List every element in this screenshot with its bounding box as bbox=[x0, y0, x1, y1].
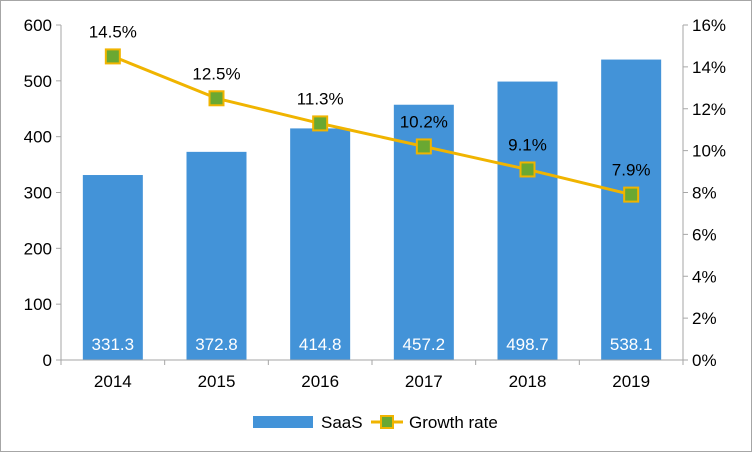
bar-saas-2019 bbox=[601, 59, 662, 361]
y-left-tick-label: 300 bbox=[24, 184, 52, 203]
growth-rate-value-label: 14.5% bbox=[89, 22, 137, 41]
growth-rate-value-label: 12.5% bbox=[192, 64, 240, 83]
growth-rate-marker-2015 bbox=[208, 90, 225, 107]
y-right-tick-label: 10% bbox=[692, 142, 726, 161]
y-right-tick-label: 0% bbox=[692, 351, 717, 370]
x-tick-label: 2015 bbox=[198, 372, 236, 391]
bar-value-label: 414.8 bbox=[299, 335, 342, 354]
bar-value-label: 538.1 bbox=[610, 335, 653, 354]
x-tick-label: 2018 bbox=[509, 372, 547, 391]
growth-rate-marker-2018 bbox=[519, 161, 536, 178]
x-tick-label: 2016 bbox=[301, 372, 339, 391]
y-right-tick-label: 12% bbox=[692, 100, 726, 119]
y-right-tick-label: 8% bbox=[692, 184, 717, 203]
y-right-tick-label: 4% bbox=[692, 267, 717, 286]
legend-label-growth-rate: Growth rate bbox=[409, 413, 498, 432]
bar-saas-2016 bbox=[290, 128, 351, 360]
growth-rate-value-label: 11.3% bbox=[297, 89, 344, 108]
y-right-tick-label: 6% bbox=[692, 225, 717, 244]
growth-rate-value-label: 10.2% bbox=[400, 112, 448, 131]
bar-saas-2014 bbox=[82, 175, 143, 360]
growth-rate-marker-2019 bbox=[623, 186, 640, 203]
legend-label-saas: SaaS bbox=[321, 413, 363, 432]
x-tick-label: 2017 bbox=[405, 372, 443, 391]
y-left-tick-label: 600 bbox=[24, 16, 52, 35]
x-tick-label: 2014 bbox=[94, 372, 132, 391]
legend-swatch-saas bbox=[253, 416, 313, 428]
x-tick-label: 2019 bbox=[612, 372, 650, 391]
bar-value-label: 498.7 bbox=[506, 335, 549, 354]
growth-rate-marker-2016 bbox=[312, 115, 329, 132]
bar-saas-2015 bbox=[186, 151, 247, 360]
y-right-tick-label: 16% bbox=[692, 16, 726, 35]
bar-value-label: 372.8 bbox=[195, 335, 238, 354]
growth-rate-line bbox=[112, 55, 632, 197]
y-right-tick-label: 2% bbox=[692, 309, 717, 328]
growth-rate-marker-2014 bbox=[104, 48, 121, 65]
y-right-tick-label: 14% bbox=[692, 58, 726, 77]
y-left-tick-label: 400 bbox=[24, 128, 52, 147]
y-left-tick-label: 100 bbox=[24, 295, 52, 314]
y-left-tick-label: 500 bbox=[24, 72, 52, 91]
growth-rate-marker-2017 bbox=[415, 138, 432, 155]
legend-marker-growth-rate bbox=[380, 415, 394, 429]
growth-rate-value-label: 7.9% bbox=[612, 161, 651, 180]
y-left-tick-label: 0 bbox=[43, 351, 52, 370]
bar-saas-2018 bbox=[497, 81, 558, 360]
y-left-tick-label: 200 bbox=[24, 239, 52, 258]
bar-value-label: 331.3 bbox=[92, 335, 135, 354]
bar-value-label: 457.2 bbox=[403, 335, 446, 354]
growth-rate-value-label: 9.1% bbox=[508, 135, 547, 154]
